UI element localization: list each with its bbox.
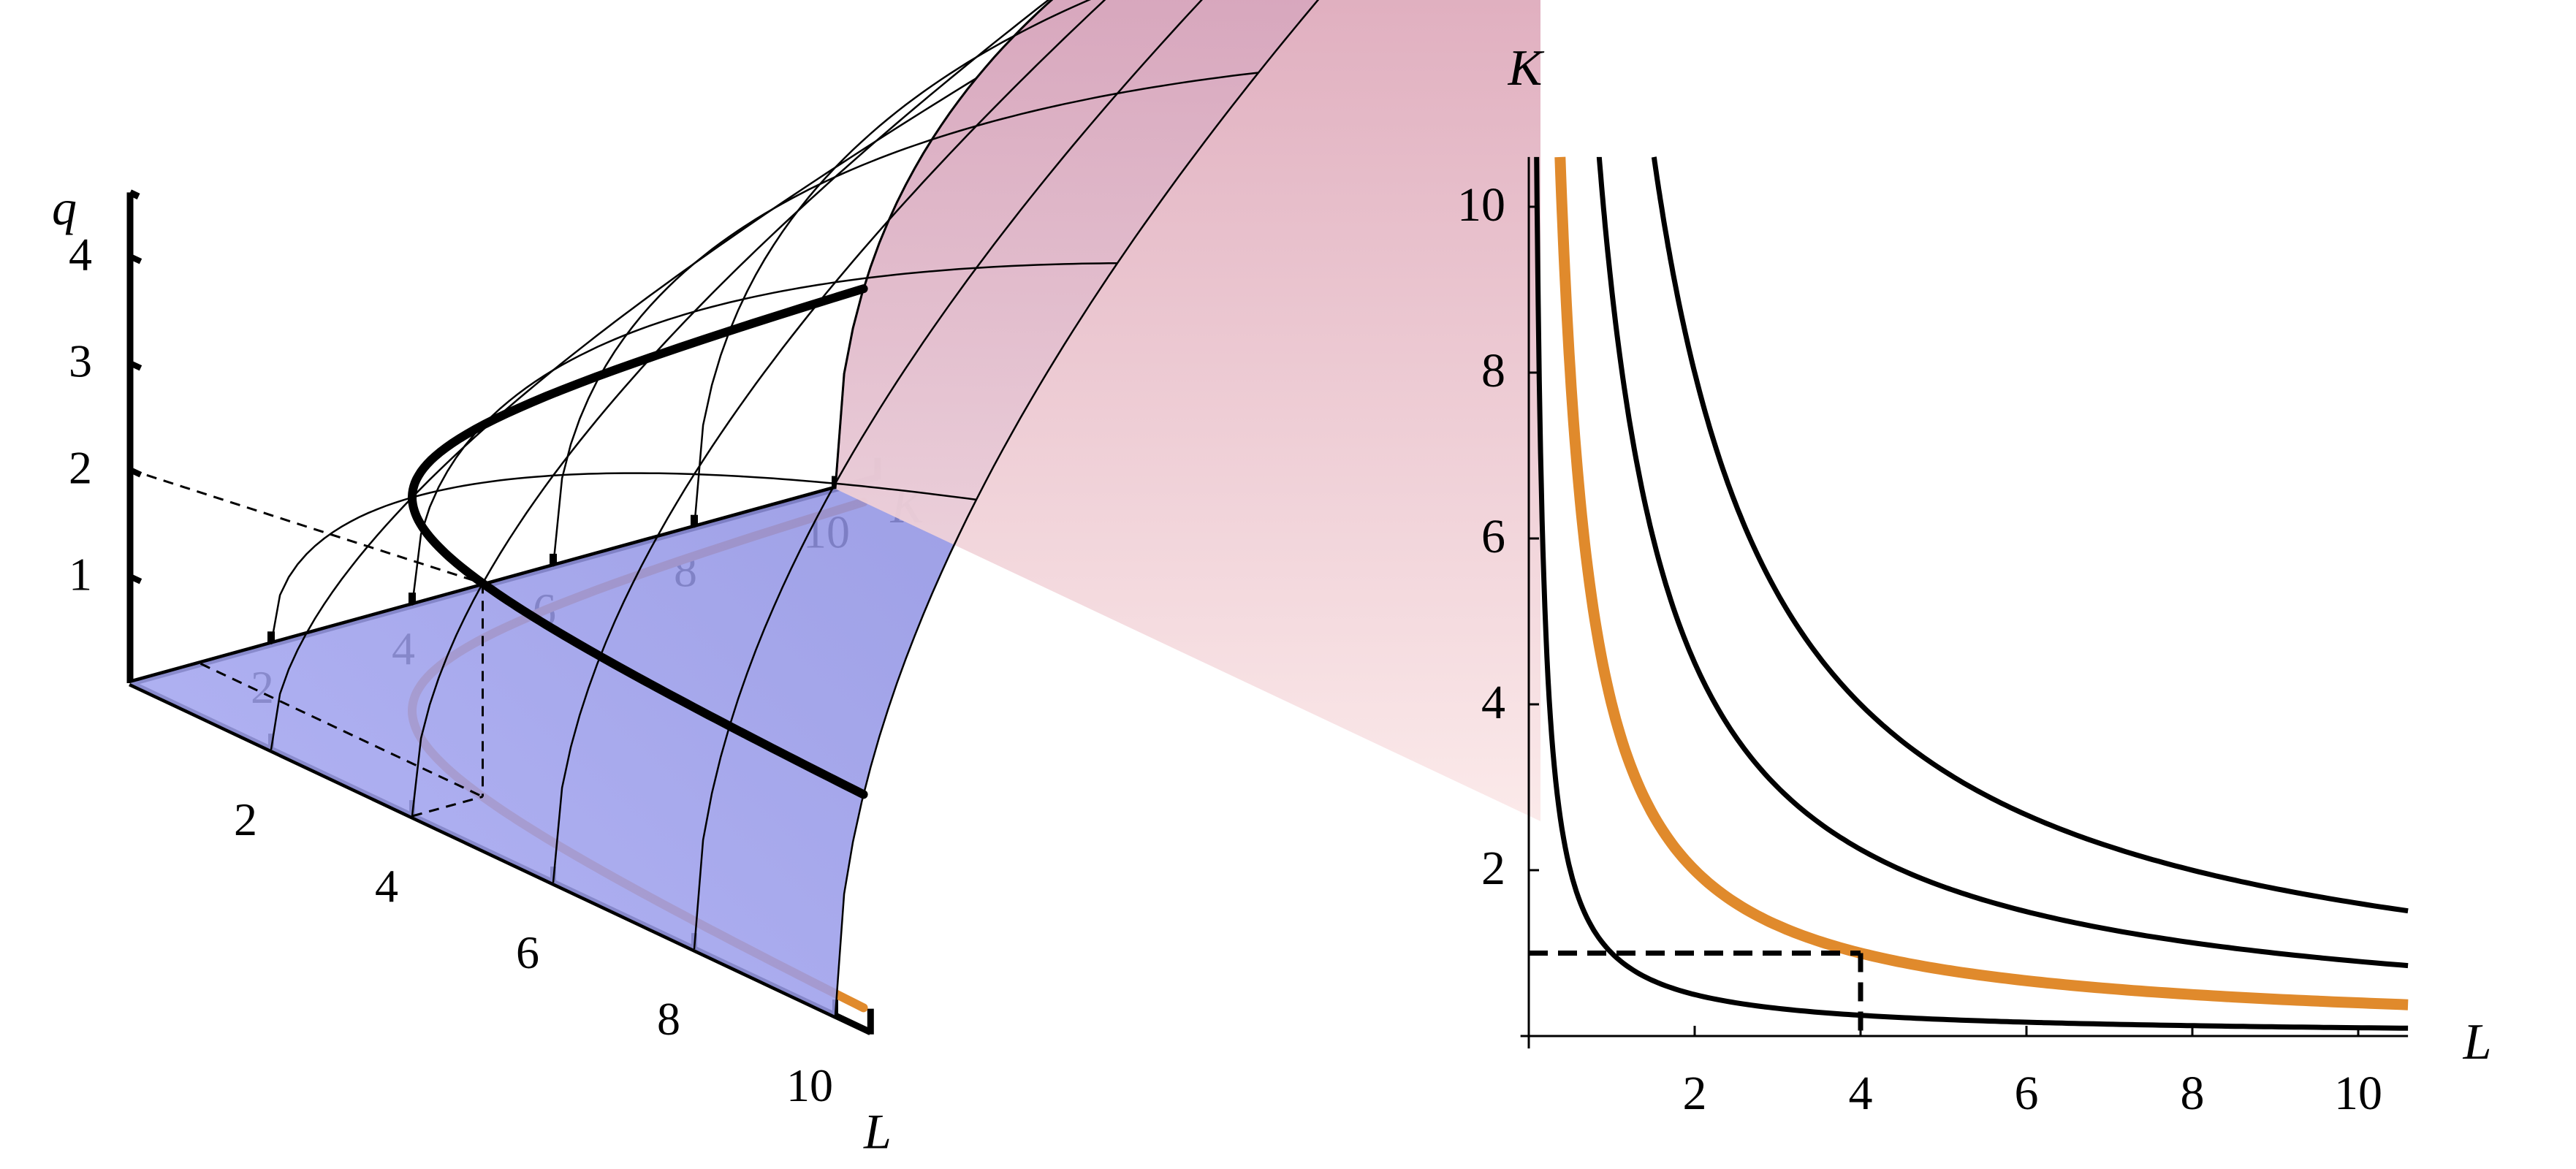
mesh-line-K [552,72,1259,567]
y-axis-tick-label: 2 [1481,842,1505,895]
mesh-line-K [411,262,1118,606]
mesh-line-L [693,0,1203,950]
isoquant-plot-2d: 2 4 6 8 10 2 4 6 8 10 L K [1457,40,2492,1120]
q-axis-tick [129,574,143,584]
mesh-line-L [411,0,1050,817]
guide-L [411,795,483,818]
L-axis-tick-label: 2 [234,793,257,845]
q-axis-tick [129,360,143,371]
q-axis-label: q [52,180,77,235]
mesh-line-L [552,0,1106,883]
L-axis-tick-label: 8 [657,993,680,1045]
y-axis-tick-label: 8 [1481,344,1505,397]
mesh-line-L [270,77,977,750]
q-axis-tick-label: 1 [69,549,92,601]
surface-edge [834,0,1054,490]
y-axis-label: K [1508,40,1545,96]
x-axis-tick-label: 10 [2334,1067,2382,1120]
q-axis-tick-label: 2 [69,442,92,494]
x-axis-tick-label: 6 [2015,1067,2039,1120]
isoquant-highlighted [1554,156,2409,1010]
q-axis-tick-label: 4 [69,229,92,281]
y-axis-tick-label: 10 [1457,178,1505,232]
q-axis-tick [129,254,143,264]
surface-cap [835,0,1540,821]
surface-plot-3d: 246810L1234q246810K [52,0,1540,1160]
L-axis-tick-label: 6 [516,926,539,978]
guide-q [129,468,483,584]
x-axis-tick-label: 4 [1849,1067,1873,1120]
isoquant-on-surface [407,284,868,799]
x-axis-tick-label: 2 [1683,1067,1707,1120]
isoquant-curve [1651,156,2409,914]
mesh-line-K [693,0,1091,528]
isoquant-curve [1596,156,2409,969]
L-axis-label: L [863,1104,892,1160]
L-axis-tick-label: 4 [375,860,398,912]
q-axis-tick-label: 3 [69,335,92,387]
q-axis-end-tick [129,189,140,199]
K-axis-line [129,473,879,687]
L-axis-tick-label: 10 [786,1059,833,1111]
y-axis-tick-label: 6 [1481,510,1505,563]
mesh-line-K [270,472,977,645]
x-axis-label: L [2463,1014,2492,1070]
y-axis-tick-label: 4 [1481,676,1505,729]
mesh-line-L [834,0,1320,1016]
isoquant-curve [1534,156,2409,1031]
x-axis-tick-label: 8 [2181,1067,2205,1120]
